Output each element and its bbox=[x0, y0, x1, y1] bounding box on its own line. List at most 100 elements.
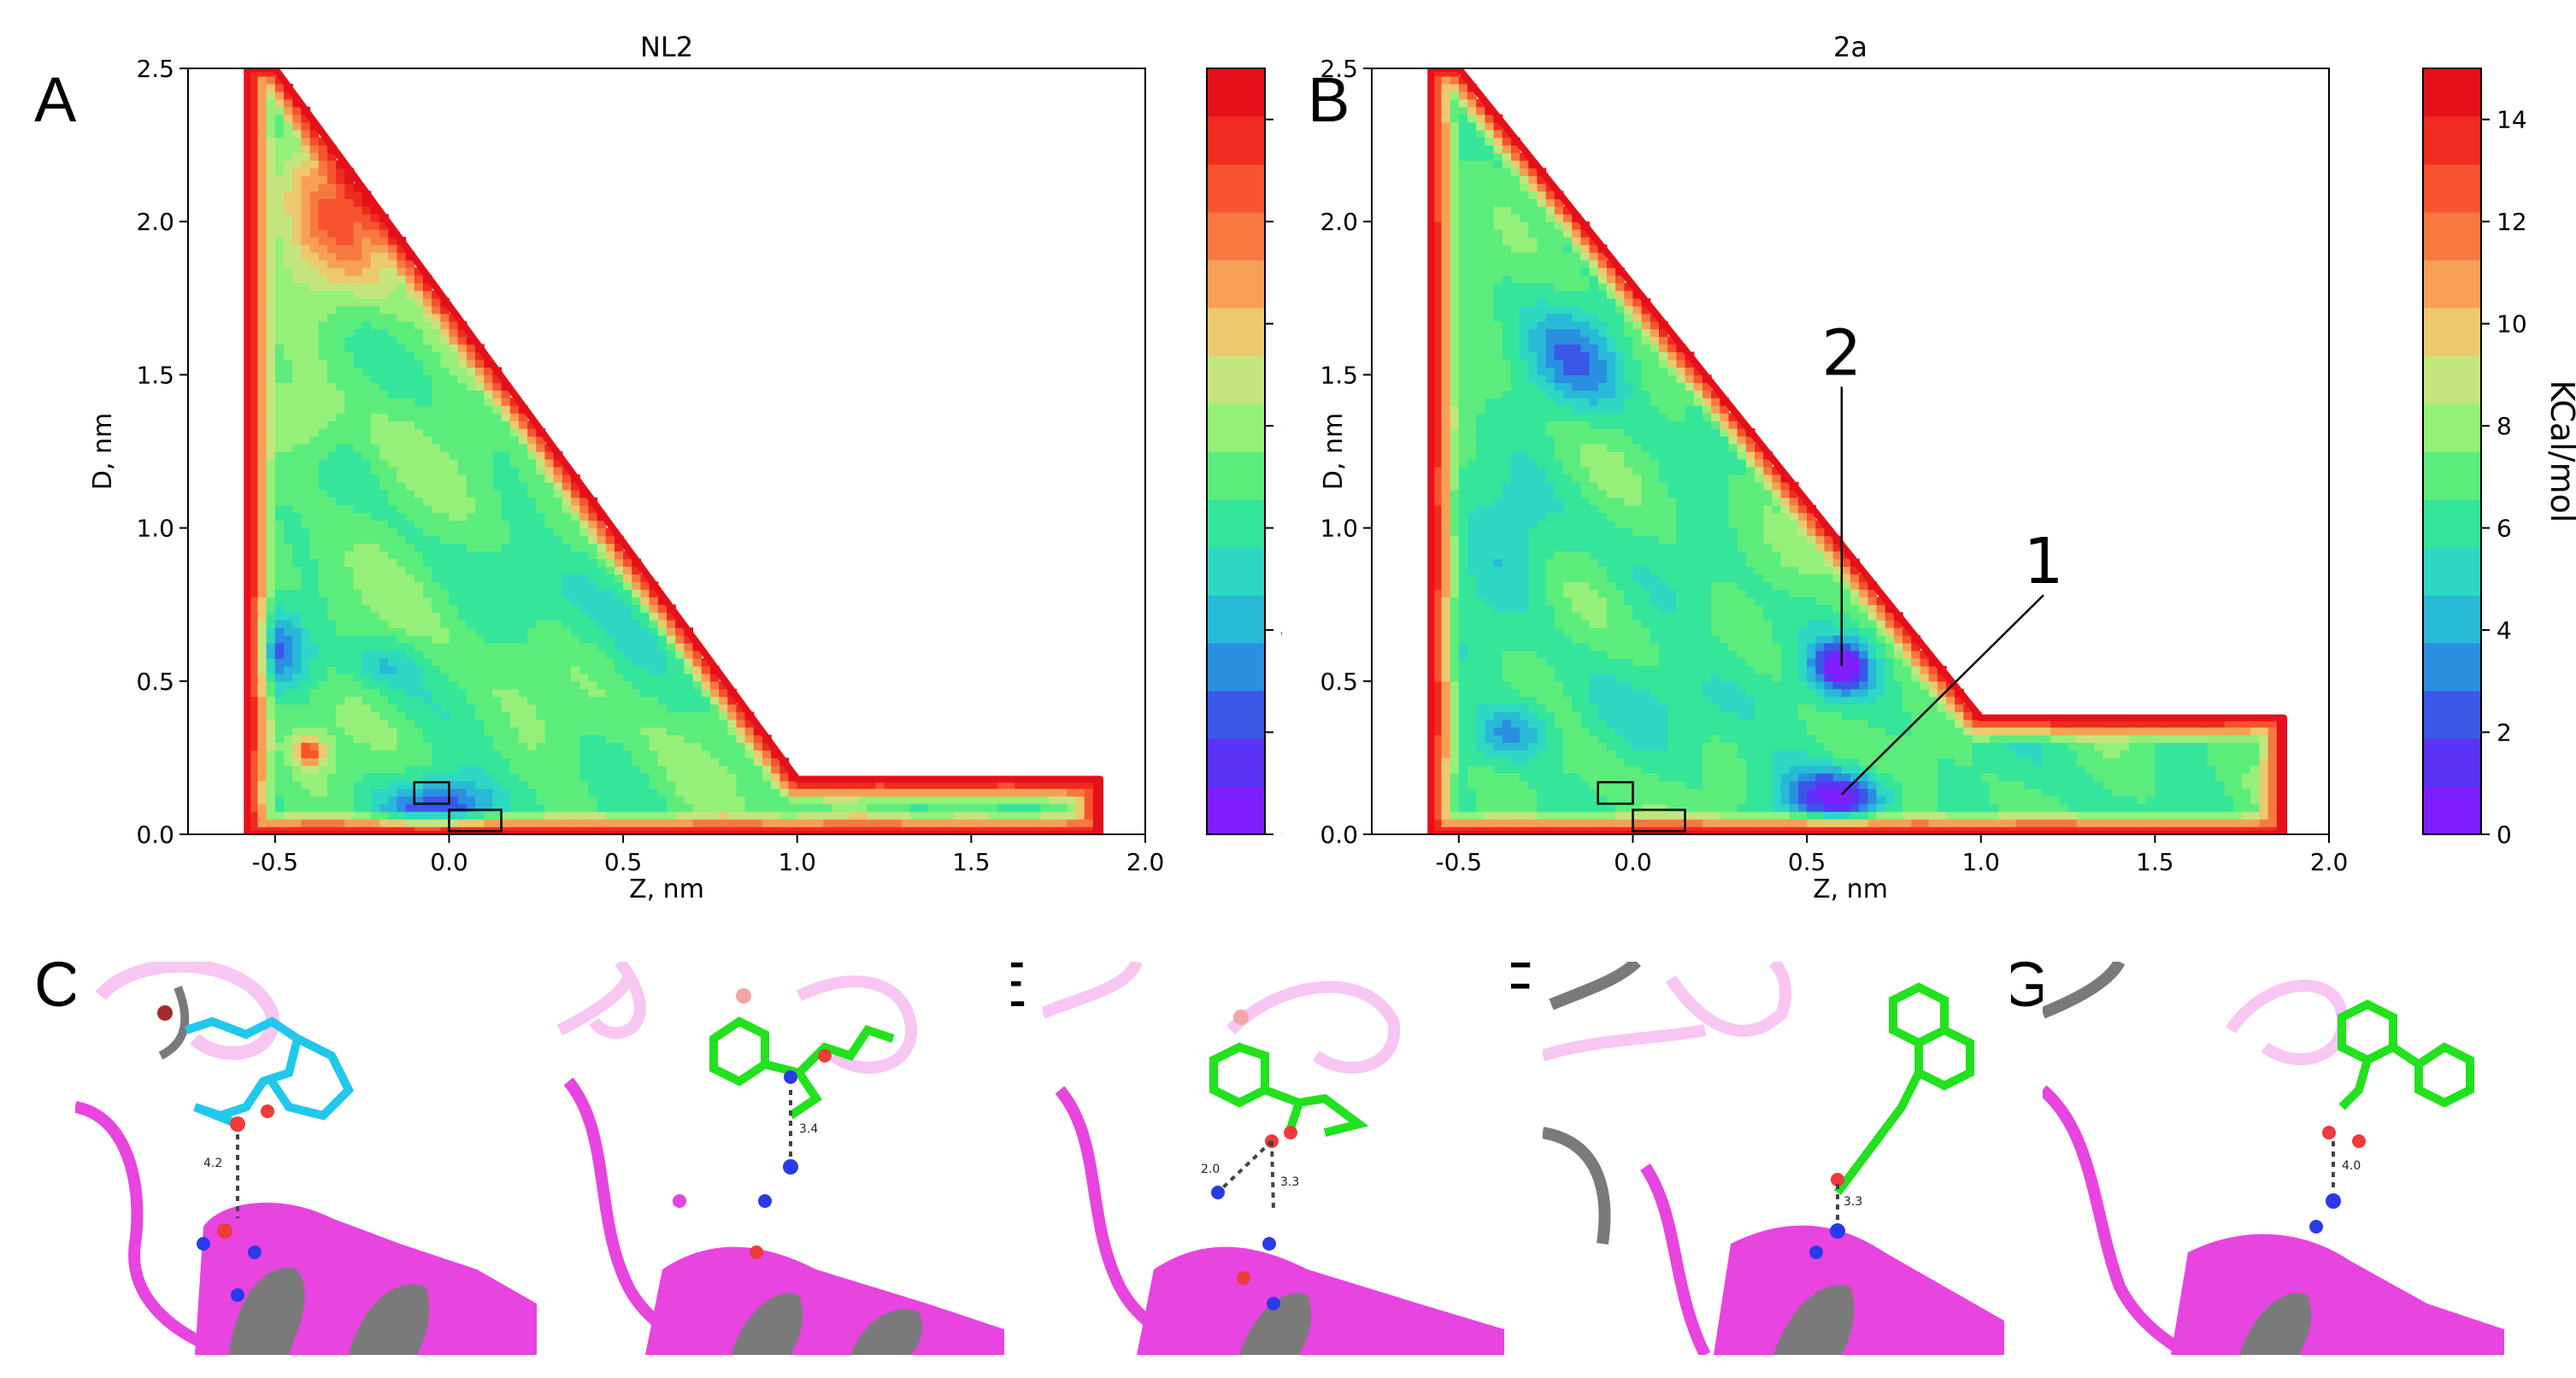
heatmap-cell bbox=[971, 819, 981, 827]
heatmap-cell bbox=[326, 727, 337, 736]
heatmap-cell bbox=[388, 543, 397, 552]
heatmap-cell bbox=[536, 742, 546, 751]
heatmap-cell bbox=[249, 336, 259, 345]
heatmap-cell bbox=[1450, 765, 1460, 774]
heatmap-cell bbox=[388, 436, 397, 445]
heatmap-cell bbox=[379, 237, 389, 245]
heatmap-cell bbox=[553, 719, 563, 728]
heatmap-cell bbox=[309, 680, 320, 690]
heatmap-cell bbox=[249, 757, 259, 766]
heatmap-cell bbox=[266, 344, 276, 353]
heatmap-cell bbox=[1510, 405, 1520, 414]
heatmap-cell bbox=[579, 796, 589, 804]
heatmap-cell bbox=[1441, 75, 1451, 85]
heatmap-cell bbox=[744, 773, 755, 781]
heatmap-cell bbox=[1502, 474, 1512, 483]
heatmap-cell bbox=[501, 719, 511, 728]
heatmap-cell bbox=[709, 680, 720, 690]
heatmap-cell bbox=[501, 673, 511, 682]
heatmap-cell bbox=[553, 497, 563, 506]
colorbar-tick-label: 14 bbox=[1280, 106, 1282, 134]
heatmap-cell bbox=[518, 796, 528, 804]
heatmap-cell bbox=[449, 819, 459, 827]
heatmap-cell bbox=[544, 597, 555, 605]
heatmap-cell bbox=[1084, 819, 1094, 827]
heatmap-cell bbox=[684, 788, 694, 797]
heatmap-cell bbox=[362, 635, 372, 644]
heatmap-cell bbox=[414, 620, 424, 628]
heatmap-cell bbox=[605, 765, 615, 774]
heatmap-cell bbox=[449, 474, 459, 483]
heatmap-cell bbox=[362, 382, 372, 391]
heatmap-cell bbox=[301, 390, 311, 398]
heatmap-cell bbox=[326, 627, 337, 636]
heatmap-cell bbox=[788, 804, 798, 812]
heatmap-cell bbox=[274, 696, 285, 705]
heatmap-cell bbox=[405, 458, 415, 468]
heatmap-cell bbox=[1485, 367, 1495, 375]
heatmap-cell bbox=[440, 589, 450, 598]
heatmap-cell bbox=[1458, 91, 1468, 100]
colorbar-level bbox=[1207, 739, 1265, 787]
heatmap-cell bbox=[301, 711, 311, 721]
heatmap-cell bbox=[1458, 121, 1468, 131]
heatmap-cell bbox=[370, 451, 380, 460]
heatmap-cell bbox=[353, 191, 363, 199]
heatmap-cell bbox=[1023, 811, 1033, 820]
heatmap-cell bbox=[484, 819, 493, 827]
heatmap-cell bbox=[492, 688, 503, 698]
heatmap-cell bbox=[1485, 527, 1495, 537]
heatmap-cell bbox=[292, 121, 302, 131]
heatmap-cell bbox=[623, 558, 632, 567]
heatmap-cell bbox=[1441, 137, 1451, 146]
heatmap-cell bbox=[266, 711, 276, 721]
heatmap-cell bbox=[1432, 665, 1443, 674]
heatmap-cell bbox=[266, 627, 276, 636]
heatmap-cell bbox=[1432, 497, 1443, 506]
heatmap-cell bbox=[266, 444, 276, 452]
heatmap-cell bbox=[623, 597, 632, 605]
heatmap-cell bbox=[301, 474, 311, 483]
heatmap-cell bbox=[1458, 168, 1468, 177]
heatmap-cell bbox=[954, 780, 963, 789]
heatmap-cell bbox=[432, 680, 441, 690]
heatmap-cell bbox=[1493, 458, 1503, 468]
heatmap-cell bbox=[536, 780, 546, 789]
heatmap-cell bbox=[657, 704, 668, 713]
heatmap-cell bbox=[954, 827, 963, 834]
heatmap-cell bbox=[1450, 321, 1460, 330]
heatmap-cell bbox=[266, 390, 276, 398]
heatmap-cell bbox=[944, 796, 955, 804]
heatmap-cell bbox=[1476, 137, 1485, 146]
heatmap-cell bbox=[597, 680, 607, 690]
heatmap-cell bbox=[422, 558, 432, 567]
heatmap-cell bbox=[249, 451, 259, 460]
heatmap-cell bbox=[1476, 750, 1485, 758]
heatmap-cell bbox=[422, 597, 432, 605]
heatmap-cell bbox=[518, 589, 528, 598]
heatmap-cell bbox=[484, 811, 493, 820]
heatmap-cell bbox=[1528, 527, 1538, 537]
heatmap-cell bbox=[266, 229, 276, 238]
heatmap-cell bbox=[274, 597, 285, 605]
heatmap-cell bbox=[675, 680, 685, 690]
heatmap-cell bbox=[326, 643, 337, 651]
heatmap-cell bbox=[1458, 421, 1468, 429]
heatmap-cell bbox=[1510, 160, 1520, 169]
heatmap-cell bbox=[1520, 750, 1529, 758]
heatmap-cell bbox=[466, 788, 476, 797]
heatmap-cell bbox=[544, 673, 555, 682]
heatmap-cell bbox=[1502, 160, 1512, 169]
heatmap-cell bbox=[362, 374, 372, 383]
colorbar-level bbox=[1207, 212, 1265, 261]
heatmap-cell bbox=[675, 719, 685, 728]
heatmap-cell bbox=[797, 796, 807, 804]
heatmap-cell bbox=[571, 612, 580, 621]
heatmap-cell bbox=[309, 811, 320, 820]
heatmap-cell bbox=[422, 451, 432, 460]
heatmap-cell bbox=[1493, 581, 1503, 590]
heatmap-cell bbox=[605, 665, 615, 674]
heatmap-cell bbox=[1528, 788, 1538, 797]
heatmap-cell bbox=[614, 551, 624, 560]
heatmap-cell bbox=[605, 680, 615, 690]
